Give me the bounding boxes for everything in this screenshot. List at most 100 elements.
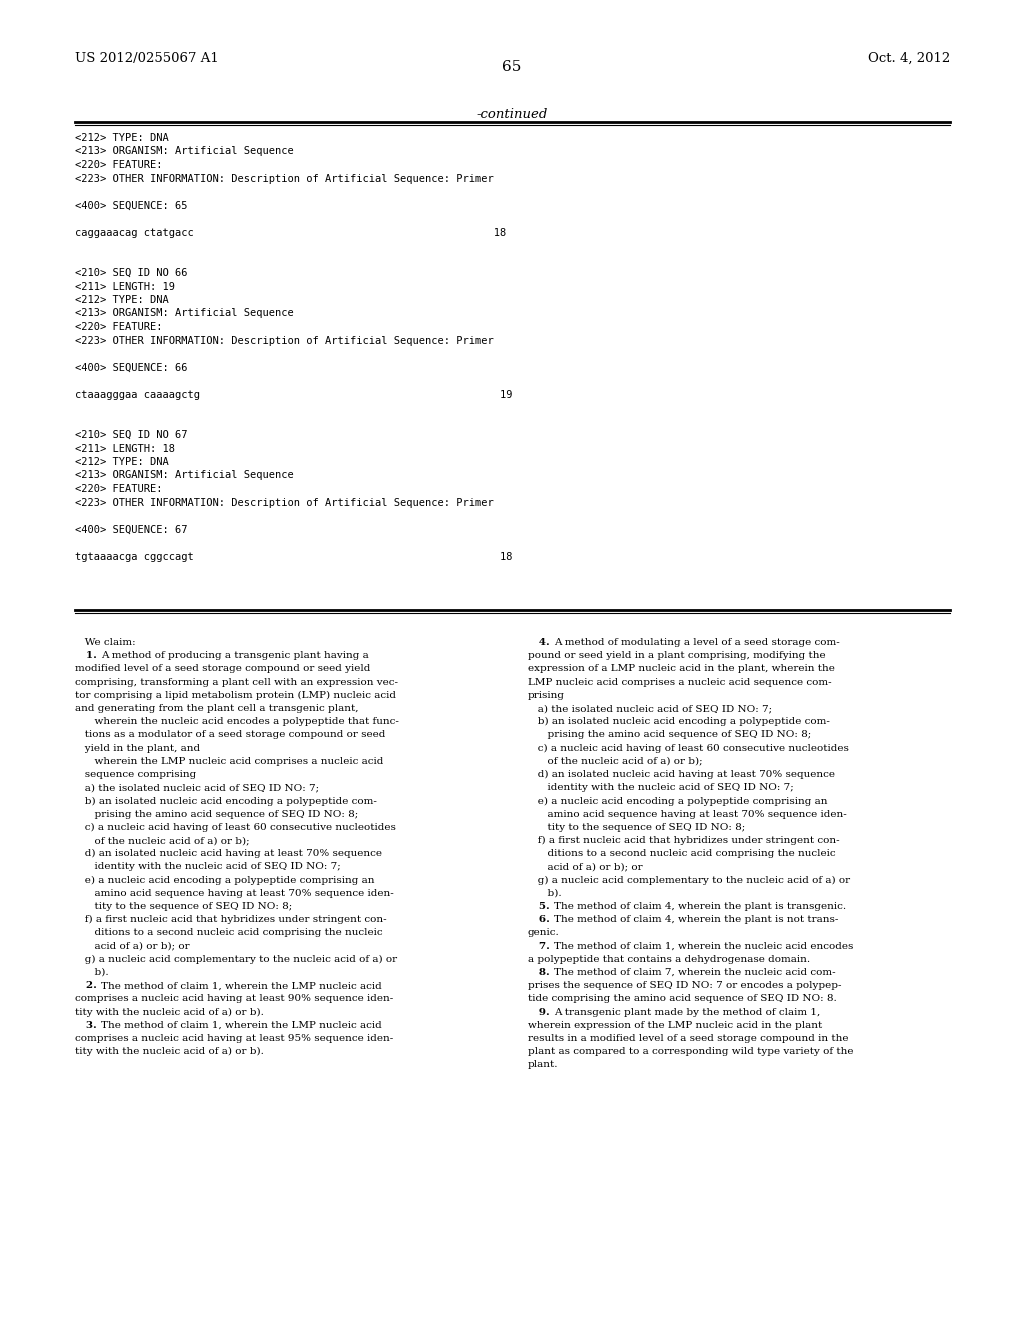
Text: -continued: -continued (476, 108, 548, 121)
Text: A method of producing a transgenic plant having a: A method of producing a transgenic plant… (101, 651, 369, 660)
Text: 9.: 9. (528, 1007, 553, 1016)
Text: The method of claim 4, wherein the plant is not trans-: The method of claim 4, wherein the plant… (554, 915, 839, 924)
Text: amino acid sequence having at least 70% sequence iden-: amino acid sequence having at least 70% … (75, 888, 394, 898)
Text: The method of claim 1, wherein the LMP nucleic acid: The method of claim 1, wherein the LMP n… (101, 1020, 382, 1030)
Text: comprises a nucleic acid having at least 95% sequence iden-: comprises a nucleic acid having at least… (75, 1034, 393, 1043)
Text: tity to the sequence of SEQ ID NO: 8;: tity to the sequence of SEQ ID NO: 8; (528, 822, 745, 832)
Text: 6.: 6. (528, 915, 554, 924)
Text: <210> SEQ ID NO 67: <210> SEQ ID NO 67 (75, 430, 187, 440)
Text: comprises a nucleic acid having at least 90% sequence iden-: comprises a nucleic acid having at least… (75, 994, 393, 1003)
Text: amino acid sequence having at least 70% sequence iden-: amino acid sequence having at least 70% … (528, 809, 847, 818)
Text: of the nucleic acid of a) or b);: of the nucleic acid of a) or b); (75, 836, 250, 845)
Text: a polypeptide that contains a dehydrogenase domain.: a polypeptide that contains a dehydrogen… (528, 954, 810, 964)
Text: wherein the nucleic acid encodes a polypeptide that func-: wherein the nucleic acid encodes a polyp… (75, 717, 399, 726)
Text: Oct. 4, 2012: Oct. 4, 2012 (867, 51, 950, 65)
Text: A transgenic plant made by the method of claim 1,: A transgenic plant made by the method of… (554, 1007, 820, 1016)
Text: identity with the nucleic acid of SEQ ID NO: 7;: identity with the nucleic acid of SEQ ID… (528, 783, 794, 792)
Text: <223> OTHER INFORMATION: Description of Artificial Sequence: Primer: <223> OTHER INFORMATION: Description of … (75, 335, 494, 346)
Text: The method of claim 1, wherein the nucleic acid encodes: The method of claim 1, wherein the nucle… (554, 941, 853, 950)
Text: tity with the nucleic acid of a) or b).: tity with the nucleic acid of a) or b). (75, 1007, 264, 1016)
Text: The method of claim 1, wherein the LMP nucleic acid: The method of claim 1, wherein the LMP n… (101, 981, 382, 990)
Text: The method of claim 4, wherein the plant is transgenic.: The method of claim 4, wherein the plant… (554, 902, 846, 911)
Text: 4.: 4. (528, 638, 553, 647)
Text: yield in the plant, and: yield in the plant, and (75, 743, 200, 752)
Text: <212> TYPE: DNA: <212> TYPE: DNA (75, 294, 169, 305)
Text: prises the sequence of SEQ ID NO: 7 or encodes a polypep-: prises the sequence of SEQ ID NO: 7 or e… (528, 981, 842, 990)
Text: 7.: 7. (528, 941, 554, 950)
Text: wherein expression of the LMP nucleic acid in the plant: wherein expression of the LMP nucleic ac… (528, 1020, 822, 1030)
Text: genic.: genic. (528, 928, 560, 937)
Text: b) an isolated nucleic acid encoding a polypeptide com-: b) an isolated nucleic acid encoding a p… (75, 796, 377, 805)
Text: <400> SEQUENCE: 66: <400> SEQUENCE: 66 (75, 363, 187, 372)
Text: <223> OTHER INFORMATION: Description of Artificial Sequence: Primer: <223> OTHER INFORMATION: Description of … (75, 498, 494, 507)
Text: ctaaagggaa caaaagctg                                                19: ctaaagggaa caaaagctg 19 (75, 389, 512, 400)
Text: caggaaacag ctatgacc                                                18: caggaaacag ctatgacc 18 (75, 227, 506, 238)
Text: A method of modulating a level of a seed storage com-: A method of modulating a level of a seed… (554, 638, 840, 647)
Text: e) a nucleic acid encoding a polypeptide comprising an: e) a nucleic acid encoding a polypeptide… (75, 875, 375, 884)
Text: pound or seed yield in a plant comprising, modifying the: pound or seed yield in a plant comprisin… (528, 651, 825, 660)
Text: tions as a modulator of a seed storage compound or seed: tions as a modulator of a seed storage c… (75, 730, 385, 739)
Text: 2.: 2. (75, 981, 100, 990)
Text: and generating from the plant cell a transgenic plant,: and generating from the plant cell a tra… (75, 704, 358, 713)
Text: acid of a) or b); or: acid of a) or b); or (75, 941, 189, 950)
Text: <223> OTHER INFORMATION: Description of Artificial Sequence: Primer: <223> OTHER INFORMATION: Description of … (75, 173, 494, 183)
Text: b) an isolated nucleic acid encoding a polypeptide com-: b) an isolated nucleic acid encoding a p… (528, 717, 829, 726)
Text: e) a nucleic acid encoding a polypeptide comprising an: e) a nucleic acid encoding a polypeptide… (528, 796, 827, 805)
Text: modified level of a seed storage compound or seed yield: modified level of a seed storage compoun… (75, 664, 371, 673)
Text: plant.: plant. (528, 1060, 558, 1069)
Text: 65: 65 (503, 59, 521, 74)
Text: 8.: 8. (528, 968, 553, 977)
Text: tide comprising the amino acid sequence of SEQ ID NO: 8.: tide comprising the amino acid sequence … (528, 994, 837, 1003)
Text: ditions to a second nucleic acid comprising the nucleic: ditions to a second nucleic acid compris… (528, 849, 836, 858)
Text: d) an isolated nucleic acid having at least 70% sequence: d) an isolated nucleic acid having at le… (75, 849, 382, 858)
Text: tor comprising a lipid metabolism protein (LMP) nucleic acid: tor comprising a lipid metabolism protei… (75, 690, 396, 700)
Text: <400> SEQUENCE: 65: <400> SEQUENCE: 65 (75, 201, 187, 210)
Text: tgtaaaacga cggccagt                                                 18: tgtaaaacga cggccagt 18 (75, 552, 512, 561)
Text: <210> SEQ ID NO 66: <210> SEQ ID NO 66 (75, 268, 187, 279)
Text: of the nucleic acid of a) or b);: of the nucleic acid of a) or b); (528, 756, 702, 766)
Text: c) a nucleic acid having of least 60 consecutive nucleotides: c) a nucleic acid having of least 60 con… (528, 743, 849, 752)
Text: b).: b). (75, 968, 109, 977)
Text: We claim:: We claim: (75, 638, 135, 647)
Text: g) a nucleic acid complementary to the nucleic acid of a) or: g) a nucleic acid complementary to the n… (528, 875, 850, 884)
Text: a) the isolated nucleic acid of SEQ ID NO: 7;: a) the isolated nucleic acid of SEQ ID N… (75, 783, 319, 792)
Text: prising the amino acid sequence of SEQ ID NO: 8;: prising the amino acid sequence of SEQ I… (75, 809, 358, 818)
Text: ditions to a second nucleic acid comprising the nucleic: ditions to a second nucleic acid compris… (75, 928, 383, 937)
Text: 5.: 5. (528, 902, 553, 911)
Text: f) a first nucleic acid that hybridizes under stringent con-: f) a first nucleic acid that hybridizes … (528, 836, 840, 845)
Text: f) a first nucleic acid that hybridizes under stringent con-: f) a first nucleic acid that hybridizes … (75, 915, 387, 924)
Text: tity with the nucleic acid of a) or b).: tity with the nucleic acid of a) or b). (75, 1047, 264, 1056)
Text: <400> SEQUENCE: 67: <400> SEQUENCE: 67 (75, 524, 187, 535)
Text: d) an isolated nucleic acid having at least 70% sequence: d) an isolated nucleic acid having at le… (528, 770, 835, 779)
Text: c) a nucleic acid having of least 60 consecutive nucleotides: c) a nucleic acid having of least 60 con… (75, 822, 396, 832)
Text: prising: prising (528, 690, 565, 700)
Text: <211> LENGTH: 19: <211> LENGTH: 19 (75, 281, 175, 292)
Text: identity with the nucleic acid of SEQ ID NO: 7;: identity with the nucleic acid of SEQ ID… (75, 862, 341, 871)
Text: expression of a LMP nucleic acid in the plant, wherein the: expression of a LMP nucleic acid in the … (528, 664, 835, 673)
Text: 3.: 3. (75, 1020, 100, 1030)
Text: LMP nucleic acid comprises a nucleic acid sequence com-: LMP nucleic acid comprises a nucleic aci… (528, 677, 831, 686)
Text: a) the isolated nucleic acid of SEQ ID NO: 7;: a) the isolated nucleic acid of SEQ ID N… (528, 704, 772, 713)
Text: g) a nucleic acid complementary to the nucleic acid of a) or: g) a nucleic acid complementary to the n… (75, 954, 397, 964)
Text: <212> TYPE: DNA: <212> TYPE: DNA (75, 133, 169, 143)
Text: The method of claim 7, wherein the nucleic acid com-: The method of claim 7, wherein the nucle… (554, 968, 836, 977)
Text: acid of a) or b); or: acid of a) or b); or (528, 862, 643, 871)
Text: results in a modified level of a seed storage compound in the: results in a modified level of a seed st… (528, 1034, 849, 1043)
Text: <211> LENGTH: 18: <211> LENGTH: 18 (75, 444, 175, 454)
Text: <213> ORGANISM: Artificial Sequence: <213> ORGANISM: Artificial Sequence (75, 147, 294, 157)
Text: b).: b). (528, 888, 561, 898)
Text: US 2012/0255067 A1: US 2012/0255067 A1 (75, 51, 219, 65)
Text: <212> TYPE: DNA: <212> TYPE: DNA (75, 457, 169, 467)
Text: comprising, transforming a plant cell with an expression vec-: comprising, transforming a plant cell wi… (75, 677, 398, 686)
Text: sequence comprising: sequence comprising (75, 770, 197, 779)
Text: <220> FEATURE:: <220> FEATURE: (75, 484, 163, 494)
Text: <220> FEATURE:: <220> FEATURE: (75, 322, 163, 333)
Text: <220> FEATURE:: <220> FEATURE: (75, 160, 163, 170)
Text: tity to the sequence of SEQ ID NO: 8;: tity to the sequence of SEQ ID NO: 8; (75, 902, 292, 911)
Text: <213> ORGANISM: Artificial Sequence: <213> ORGANISM: Artificial Sequence (75, 470, 294, 480)
Text: <213> ORGANISM: Artificial Sequence: <213> ORGANISM: Artificial Sequence (75, 309, 294, 318)
Text: 1.: 1. (75, 651, 100, 660)
Text: wherein the LMP nucleic acid comprises a nucleic acid: wherein the LMP nucleic acid comprises a… (75, 756, 383, 766)
Text: plant as compared to a corresponding wild type variety of the: plant as compared to a corresponding wil… (528, 1047, 853, 1056)
Text: prising the amino acid sequence of SEQ ID NO: 8;: prising the amino acid sequence of SEQ I… (528, 730, 811, 739)
